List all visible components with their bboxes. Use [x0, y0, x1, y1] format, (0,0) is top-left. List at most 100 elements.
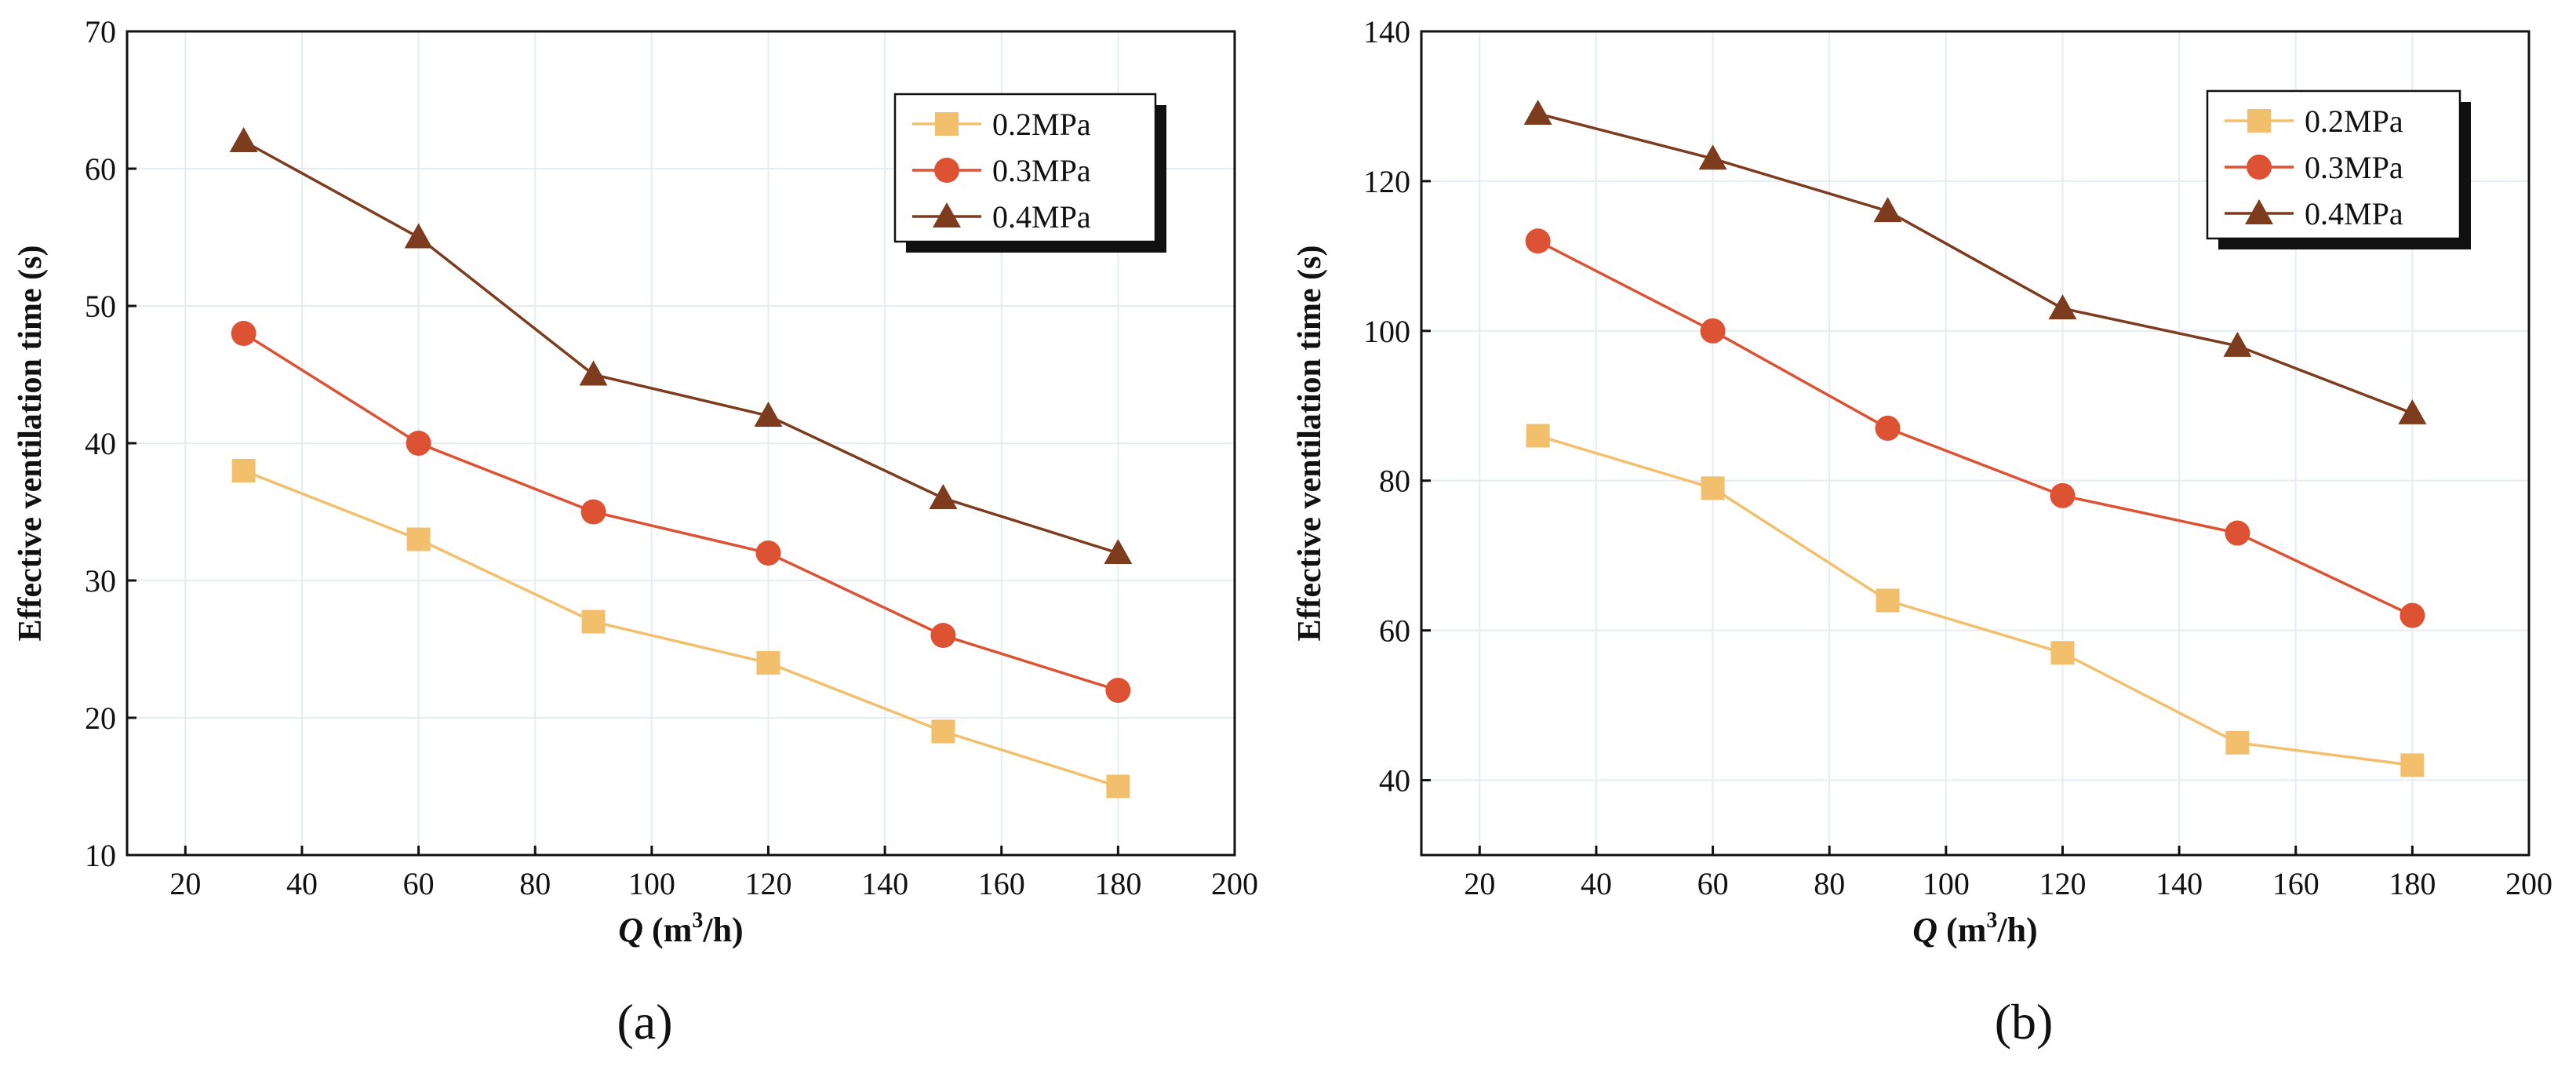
x-tick-label: 180 [1094, 866, 1141, 901]
y-tick-label: 60 [85, 151, 116, 187]
x-tick-label: 200 [2505, 866, 2552, 901]
data-point [1526, 424, 1550, 448]
data-point [2398, 399, 2427, 424]
x-axis-unit-superscript: 3 [692, 908, 703, 933]
y-tick-label: 70 [85, 14, 116, 49]
data-point [581, 610, 606, 634]
x-tick-label: 80 [519, 866, 551, 901]
y-tick-label: 60 [1379, 613, 1410, 649]
data-point [2048, 294, 2077, 320]
x-axis-unit-superscript: 3 [1986, 908, 1997, 933]
x-axis-unit-suffix: /h) [1996, 911, 2037, 949]
y-tick-label: 40 [85, 426, 116, 461]
x-tick-label: 180 [2389, 866, 2436, 901]
legend-marker [2247, 109, 2271, 133]
data-point [2400, 602, 2425, 628]
x-tick-label: 80 [1814, 866, 1845, 901]
legend-label: 0.3MPa [992, 153, 1091, 188]
data-point [755, 540, 781, 566]
y-tick-label: 80 [1379, 464, 1410, 499]
legend: 0.2MPa 0.3MPa 0.4MPa [893, 93, 1166, 253]
data-point [231, 459, 256, 482]
data-point [754, 402, 783, 427]
data-point [406, 527, 431, 551]
data-point [930, 623, 956, 648]
data-point [229, 127, 258, 152]
legend: 0.2MPa 0.3MPa 0.4MPa [2206, 89, 2471, 249]
y-tick-label: 10 [85, 838, 116, 873]
x-tick-label: 20 [1464, 866, 1495, 901]
data-point [404, 223, 433, 249]
data-point [1104, 539, 1133, 564]
x-tick-label: 40 [286, 866, 318, 901]
data-point [1698, 144, 1727, 170]
data-point [1701, 476, 1725, 500]
y-tick-label: 120 [1363, 164, 1410, 199]
x-tick-label: 160 [2272, 866, 2319, 901]
series-0.4MPa [229, 127, 1133, 564]
legend-label: 0.4MPa [992, 199, 1091, 235]
legend-marker [933, 202, 961, 227]
series-line [242, 140, 1119, 555]
data-point [1105, 678, 1131, 703]
x-axis-label: Q (m3/h) [618, 908, 743, 949]
x-tick-label: 120 [744, 866, 791, 901]
series-0.3MPa [231, 321, 1131, 703]
y-tick-label: 140 [1363, 14, 1410, 49]
series-line [1537, 434, 2413, 767]
x-tick-label: 60 [1697, 866, 1729, 901]
data-point [931, 719, 955, 744]
data-point [406, 431, 431, 456]
legend-marker [934, 158, 959, 183]
series-0.3MPa [1525, 228, 2425, 628]
legend-marker [2245, 199, 2273, 224]
x-axis-unit-suffix: /h) [702, 911, 743, 949]
x-axis-unit: (m [643, 911, 692, 949]
data-point [2050, 641, 2075, 665]
x-tick-label: 20 [169, 866, 201, 901]
series-line [242, 469, 1119, 788]
y-tick-label: 40 [1379, 763, 1410, 799]
data-point [756, 651, 780, 675]
data-point [2225, 730, 2250, 755]
x-tick-label: 100 [1923, 866, 1970, 901]
x-tick-label: 140 [861, 866, 908, 901]
data-point [1106, 774, 1130, 799]
legend-marker [2247, 155, 2272, 180]
y-axis-label: Effective ventilation time (s) [13, 245, 49, 641]
chart-panel-b: 20 40 60 80 100 120 140 160 180 200 40 60 80 100 120 14… [1292, 14, 2552, 1050]
panel-caption: (a) [617, 994, 672, 1050]
x-axis-unit: (m [1937, 911, 1986, 949]
series-0.4MPa [1523, 100, 2427, 424]
series-0.2MPa [231, 459, 1130, 799]
legend-marker [935, 112, 959, 136]
y-tick-label: 20 [85, 701, 116, 736]
data-point [2225, 520, 2250, 546]
series-line [1537, 239, 2414, 617]
data-point [1876, 588, 1900, 613]
data-point [1700, 318, 1726, 344]
y-axis-label: Effective ventilation time (s) [1292, 245, 1328, 641]
series-line [1537, 112, 2413, 415]
data-point [231, 321, 257, 346]
y-tick-label: 50 [85, 289, 116, 324]
data-point [1873, 197, 1902, 223]
data-point [1523, 100, 1552, 125]
legend-label: 0.4MPa [2305, 196, 2403, 231]
series-0.2MPa [1526, 424, 2425, 777]
panel-caption: (b) [1995, 994, 2054, 1050]
y-tick-label: 30 [85, 563, 116, 599]
data-point [2400, 753, 2425, 777]
data-point [580, 499, 606, 525]
chart-panel-a: 20 40 60 80 100 120 140 160 180 200 10 20 30 40 50 60 70… [13, 14, 1258, 1050]
x-tick-label: 200 [1211, 866, 1258, 901]
data-point [2050, 482, 2076, 508]
data-point [2223, 331, 2252, 357]
y-tick-label: 100 [1363, 314, 1410, 349]
x-axis-variable: Q [1912, 911, 1937, 949]
x-tick-label: 140 [2156, 866, 2203, 901]
legend-label: 0.2MPa [992, 107, 1091, 142]
data-point [1525, 228, 1551, 254]
legend-label: 0.2MPa [2305, 104, 2403, 139]
